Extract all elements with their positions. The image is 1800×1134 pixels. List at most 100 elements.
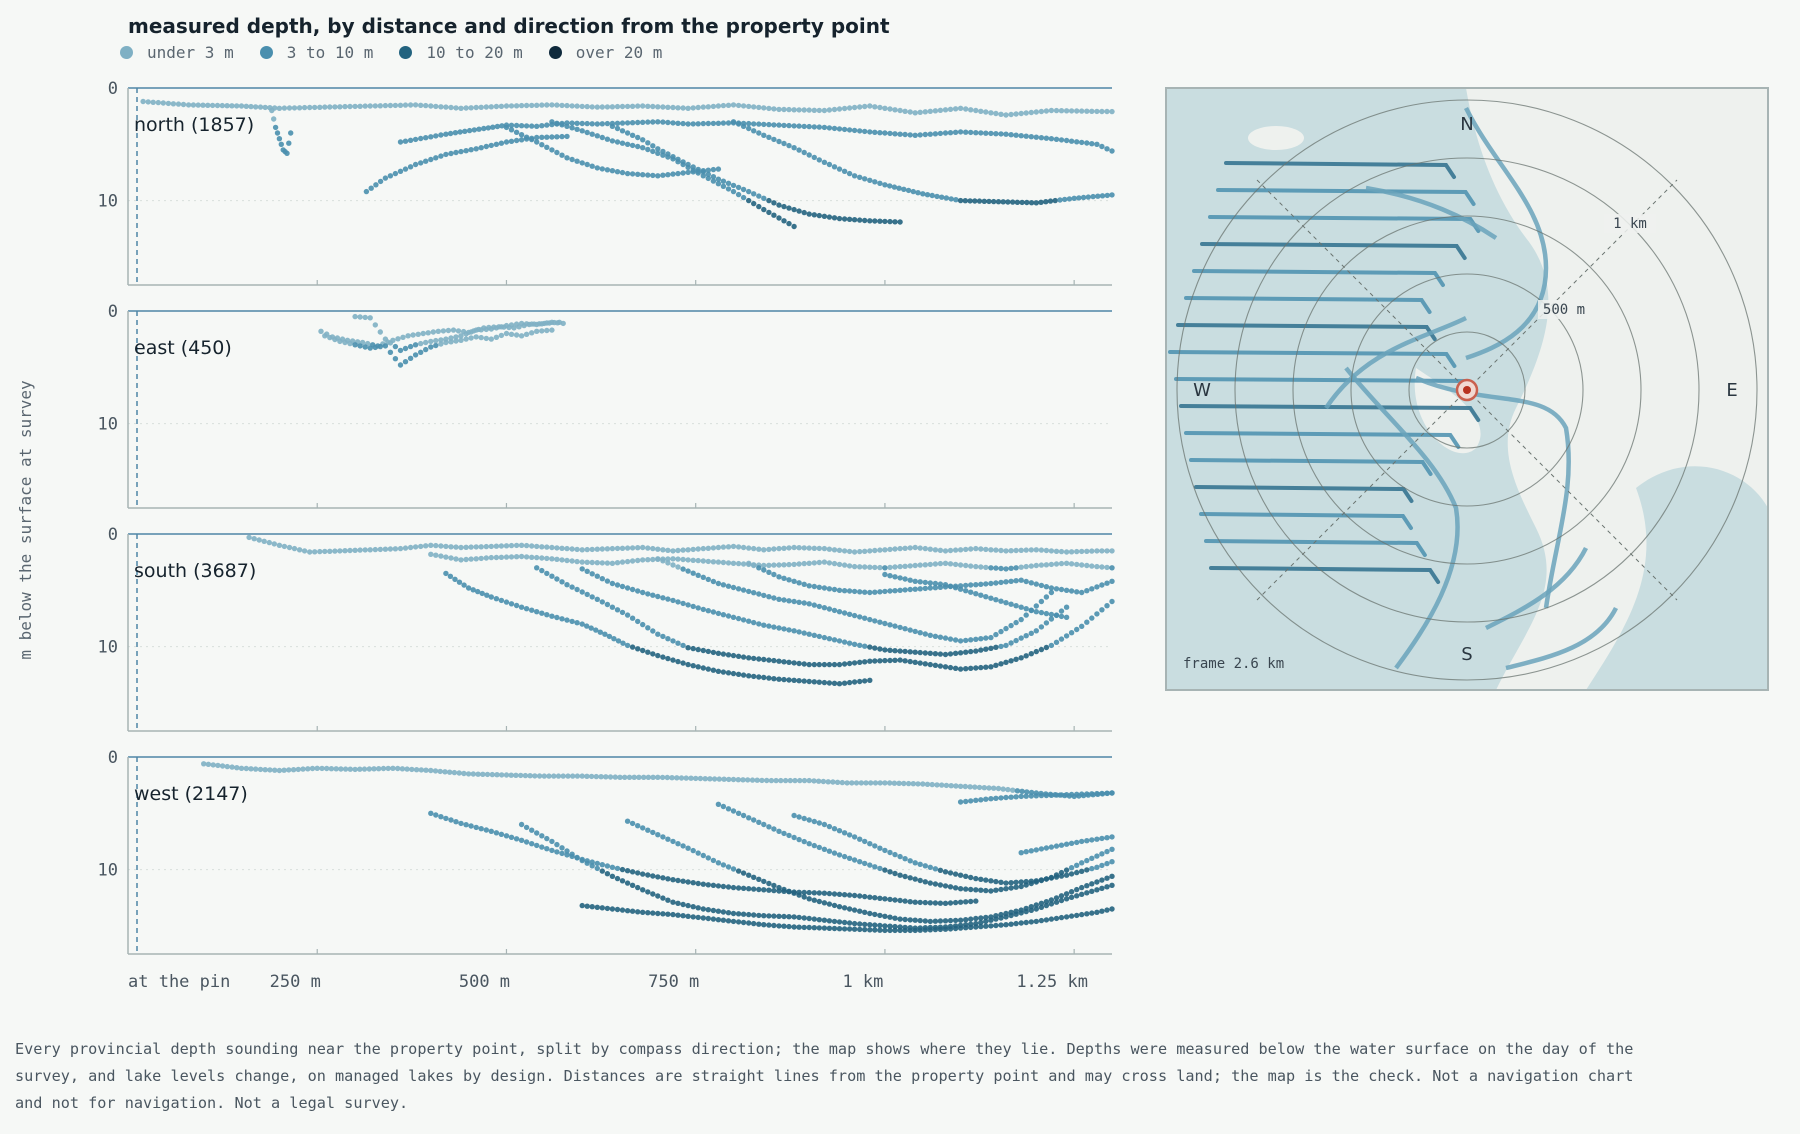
data-point — [503, 103, 510, 109]
data-point — [387, 102, 394, 109]
data-point — [253, 766, 259, 772]
data-point — [892, 927, 898, 934]
data-point — [1013, 908, 1019, 914]
data-point — [428, 103, 434, 109]
data-point — [513, 137, 520, 144]
data-point — [165, 100, 172, 107]
data-point — [917, 132, 923, 138]
data-point — [624, 558, 631, 565]
data-point — [791, 834, 797, 841]
data-point — [947, 664, 954, 671]
data-point — [867, 548, 873, 554]
data-point — [609, 604, 616, 610]
data-point — [544, 612, 550, 618]
data-point — [624, 103, 631, 110]
data-point — [942, 883, 949, 889]
data-point — [952, 585, 959, 591]
data-point — [811, 916, 817, 922]
data-point — [867, 910, 873, 917]
data-point — [786, 627, 792, 633]
data-point — [776, 913, 782, 919]
data-point — [640, 119, 646, 126]
data-point — [660, 895, 666, 901]
data-point — [1079, 562, 1085, 568]
data-point — [410, 332, 416, 338]
data-point — [475, 771, 481, 777]
data-point — [397, 168, 404, 174]
data-point — [910, 781, 916, 787]
data-point — [503, 322, 510, 329]
data-point — [1023, 849, 1029, 855]
data-point — [560, 773, 566, 779]
data-point — [1043, 199, 1049, 205]
data-point — [569, 103, 575, 109]
data-point — [402, 345, 409, 352]
data-point — [498, 332, 505, 339]
data-point — [882, 565, 888, 571]
data-point — [983, 918, 989, 925]
data-point — [385, 765, 391, 772]
data-point — [978, 564, 984, 570]
data-point — [887, 923, 893, 929]
data-point — [1058, 560, 1065, 567]
data-point — [811, 107, 817, 114]
data-point — [897, 624, 903, 631]
data-point — [700, 558, 706, 564]
data-point — [700, 606, 706, 613]
data-point — [1023, 133, 1029, 139]
data-point — [579, 128, 585, 134]
data-point — [735, 653, 742, 659]
data-point — [1089, 791, 1095, 797]
data-point — [942, 107, 949, 113]
data-point — [771, 826, 777, 832]
data-point — [1038, 900, 1045, 906]
data-point — [735, 885, 742, 891]
data-point — [786, 220, 792, 227]
data-point — [973, 582, 979, 588]
data-point — [675, 640, 681, 646]
data-point — [645, 872, 651, 878]
data-point — [665, 897, 671, 903]
data-point — [715, 908, 722, 914]
data-point — [756, 193, 762, 199]
data-point — [448, 150, 454, 157]
data-point — [579, 566, 585, 572]
data-point — [314, 765, 320, 771]
data-point — [433, 155, 439, 161]
data-point — [534, 554, 540, 561]
data-point — [670, 171, 676, 177]
data-point — [1038, 877, 1045, 883]
data-point — [1109, 834, 1115, 840]
data-point — [554, 545, 560, 551]
data-point — [796, 123, 802, 129]
data-point — [957, 547, 964, 553]
data-point — [857, 104, 863, 110]
data-point — [806, 777, 812, 784]
data-point — [463, 148, 469, 154]
data-point — [574, 620, 580, 626]
data-point — [201, 761, 207, 767]
data-point — [983, 546, 989, 553]
data-point — [262, 767, 268, 773]
data-point — [286, 767, 292, 773]
data-point — [1033, 918, 1040, 925]
data-point — [710, 667, 717, 673]
data-point — [751, 619, 757, 626]
data-point — [836, 661, 843, 668]
data-point — [791, 578, 797, 584]
data-point — [920, 781, 926, 787]
data-point — [816, 107, 822, 114]
data-point — [968, 589, 974, 595]
data-point — [539, 123, 545, 129]
data-point — [513, 554, 520, 560]
data-point — [675, 170, 681, 177]
data-point — [806, 924, 812, 931]
data-point — [929, 192, 935, 199]
series-north-2 — [363, 133, 570, 195]
data-point — [700, 665, 706, 671]
data-point — [357, 343, 363, 349]
data-point — [995, 785, 1002, 792]
data-point — [710, 174, 717, 180]
data-point — [493, 830, 500, 836]
data-point — [912, 860, 918, 866]
